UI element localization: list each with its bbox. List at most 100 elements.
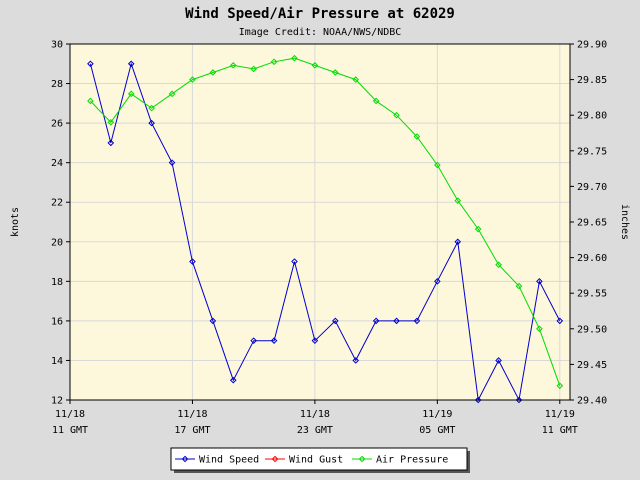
legend: Wind Speed Wind Gust Air Pressure [170,447,470,473]
data-point [352,76,360,83]
data-point [189,76,196,83]
data-point [536,325,543,333]
series-line [89,62,561,402]
data-point [209,69,217,76]
series-layer [87,54,564,404]
data-point [515,396,523,404]
data-point [168,159,176,166]
y2-tick-label: 29.65 [577,218,607,229]
data-point [250,337,257,344]
y2-tick-label: 29.45 [577,360,607,371]
legend-label: Wind Gust [289,455,343,466]
y-tick-label: 20 [51,237,63,248]
data-point [127,90,135,98]
x-tick-label-date: 11/18 [300,409,330,420]
legend-label: Wind Speed [199,455,259,466]
x-tick-label-time: 11 GMT [52,425,88,436]
y-tick-label: 22 [51,198,63,209]
data-point [107,139,115,147]
data-point [372,317,380,325]
y-tick-label: 18 [51,277,63,288]
x-tick-label-time: 23 GMT [297,425,333,436]
y2-tick-label: 29.50 [577,324,607,335]
y-tick-label: 30 [51,40,63,51]
data-point [250,65,257,73]
data-point [168,90,176,98]
data-point [270,337,278,344]
x-tick-label-date: 11/18 [177,409,207,420]
data-point [474,396,482,404]
data-point [229,376,237,384]
legend-label: Air Pressure [376,455,448,466]
data-point [474,225,482,233]
data-point [556,317,564,325]
data-point [352,357,360,364]
data-point [413,317,421,325]
series-line [90,57,561,386]
data-point [311,62,319,69]
data-point [127,60,135,68]
data-point [495,261,502,269]
data-point [393,317,400,325]
data-point [434,161,441,169]
data-point [87,60,94,68]
data-point [209,317,217,325]
y2-tick-label: 29.80 [577,111,607,122]
legend-swatch-marker [181,455,189,463]
series-wind-speed [87,60,564,404]
data-point [454,238,462,246]
plot-area [70,44,570,400]
data-point [515,282,523,290]
x-tick-label-time: 17 GMT [174,425,210,436]
y-tick-label: 24 [51,158,63,169]
data-point [393,111,400,119]
data-point [107,119,115,126]
y2-tick-label: 29.85 [577,75,607,86]
axis-ticks: 12 14 16 18 20 22 24 26 28 30 29.40 29.45 29.50 29.55… [51,40,607,437]
data-point [148,119,155,127]
chart-title: Wind Speed/Air Pressure at 62029 [185,6,455,22]
data-point [189,258,196,265]
y-tick-label: 16 [51,316,63,327]
data-point [291,54,298,62]
y2-tick-label: 29.75 [577,146,607,157]
legend-box [170,447,468,471]
x-tick-label-date: 11/19 [545,409,575,420]
legend-swatch-marker [271,455,279,463]
y-tick-label: 28 [51,79,63,90]
data-point [331,69,339,76]
data-point [270,58,278,66]
data-point [413,133,421,140]
y-axis-title: knots [10,207,21,237]
y-tick-label: 12 [51,396,63,407]
data-point [372,97,380,105]
y2-tick-label: 29.55 [577,289,607,300]
series-air-pressure [87,54,564,390]
y2-axis-title: inches [619,204,630,240]
data-point [495,357,502,364]
data-point [556,382,564,390]
x-tick-label-date: 11/19 [422,409,452,420]
x-tick-label-date: 11/18 [55,409,85,420]
x-tick-label-time: 11 GMT [542,425,578,436]
x-tick-label-time: 05 GMT [419,425,455,436]
data-point [87,97,94,105]
y2-tick-label: 29.70 [577,182,607,193]
y2-tick-label: 29.60 [577,253,607,264]
data-point [148,104,155,112]
data-point [311,337,319,344]
data-point [434,278,441,285]
y-tick-label: 14 [51,356,63,367]
y2-tick-label: 29.90 [577,40,607,51]
y2-tick-label: 29.40 [577,396,607,407]
data-point [229,62,237,69]
legend-swatch-marker [358,455,366,463]
y-tick-label: 26 [51,119,63,130]
data-point [536,278,543,285]
data-point [291,258,298,265]
data-point [454,197,462,204]
chart-subtitle: Image Credit: NOAA/NWS/NDBC [239,27,402,38]
data-point [331,317,339,325]
